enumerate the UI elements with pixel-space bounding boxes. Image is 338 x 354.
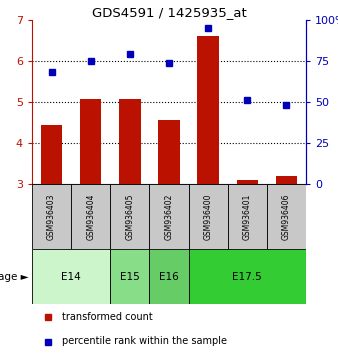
Bar (237, 180, 258, 184)
Bar (32, 184, 71, 249)
Text: GSM936404: GSM936404 (86, 193, 95, 240)
Bar (110, 249, 149, 304)
Bar (110, 184, 149, 249)
Text: GSM936400: GSM936400 (203, 193, 213, 240)
Bar (276, 176, 297, 184)
Text: percentile rank within the sample: percentile rank within the sample (62, 337, 227, 347)
Bar (267, 184, 306, 249)
Bar (189, 184, 228, 249)
Bar (80, 99, 101, 184)
Text: E15: E15 (120, 272, 140, 281)
Bar (149, 184, 189, 249)
Text: transformed count: transformed count (62, 312, 153, 321)
Text: GSM936405: GSM936405 (125, 193, 135, 240)
Bar (41, 125, 62, 184)
Bar (71, 184, 110, 249)
Bar (32, 249, 110, 304)
Bar (158, 120, 180, 184)
Text: age ►: age ► (0, 272, 29, 281)
Text: E16: E16 (159, 272, 179, 281)
Text: E14: E14 (61, 272, 81, 281)
Text: GSM936403: GSM936403 (47, 193, 56, 240)
Bar (197, 36, 219, 184)
Text: GSM936402: GSM936402 (165, 193, 173, 240)
Bar (189, 249, 306, 304)
Bar (149, 249, 189, 304)
Text: E17.5: E17.5 (233, 272, 262, 281)
Bar (119, 99, 141, 184)
Bar (228, 184, 267, 249)
Text: GSM936401: GSM936401 (243, 193, 252, 240)
Title: GDS4591 / 1425935_at: GDS4591 / 1425935_at (92, 6, 246, 19)
Text: GSM936406: GSM936406 (282, 193, 291, 240)
